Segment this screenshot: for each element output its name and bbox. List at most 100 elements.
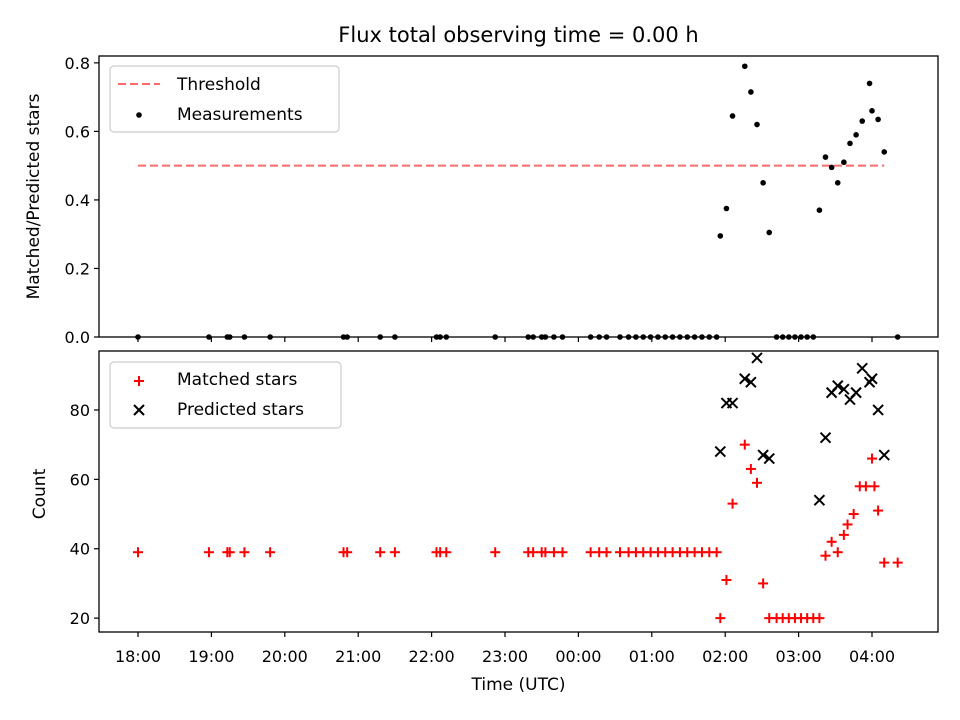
matched-star-point: [342, 547, 353, 558]
predicted-star-point: [813, 494, 826, 506]
measurement-point: [847, 140, 853, 147]
measurement-point: [828, 164, 835, 171]
matched-star-point: [389, 547, 400, 558]
bottom-legend: Matched stars Predicted stars: [109, 361, 342, 429]
matched-star-point: [441, 547, 452, 558]
matched-star-point: [873, 505, 884, 516]
predicted-star-point: [838, 383, 850, 395]
predicted-star-point: [714, 445, 727, 458]
predicted-star-point: [856, 362, 868, 375]
legend-predicted-swatch: [133, 404, 145, 416]
legend-measurements-swatch: [136, 112, 142, 118]
x-tick-label: 01:00: [629, 647, 675, 666]
top-y-axis-label: Matched/Predicted stars: [24, 93, 44, 299]
x-tick-label: 20:00: [262, 647, 308, 666]
predicted-star-point: [726, 397, 739, 409]
x-tick-label: 18:00: [115, 647, 161, 666]
top-axes-frame: [98, 55, 939, 338]
predicted-star-point: [751, 352, 763, 364]
predicted-star-point: [866, 373, 878, 385]
top-legend-box: [109, 65, 340, 133]
measurement-point: [760, 179, 766, 186]
bottom-y-ticks: 20 40 60 80: [70, 401, 99, 628]
matched-star-point: [867, 453, 877, 464]
measurement-point: [841, 159, 847, 166]
measurement-point: [717, 233, 724, 239]
predicted-star-point: [819, 432, 832, 444]
matched-star-point: [892, 557, 903, 568]
matched-star-point: [715, 613, 726, 624]
top-y-tick-label: 0.8: [65, 54, 90, 73]
measurement-point: [723, 205, 730, 212]
matched-star-point: [375, 547, 386, 558]
measurement-point: [729, 113, 736, 119]
x-tick-label: 02:00: [702, 647, 748, 666]
matched-star-point: [265, 547, 276, 558]
matched-star-point: [601, 547, 612, 558]
legend-predicted-label: Predicted stars: [177, 400, 304, 420]
top-legend: Threshold Measurements: [109, 65, 340, 133]
matched-star-point: [814, 613, 825, 624]
x-tick-label: 04:00: [849, 647, 895, 666]
bottom-legend-box: [109, 361, 342, 429]
matched-star-point: [711, 547, 722, 558]
matched-star-point: [557, 547, 568, 558]
predicted-star-point: [872, 404, 884, 416]
matched-star-point: [860, 481, 871, 492]
measurement-point: [859, 118, 866, 124]
measurement-point: [766, 229, 773, 236]
matched-star-point: [820, 550, 831, 561]
matched-star-point: [239, 547, 250, 558]
bottom-axes-frame: [98, 350, 939, 633]
bottom-y-tick-label: 40: [70, 540, 90, 559]
matched-star-point: [540, 547, 551, 558]
predicted-star-point: [745, 376, 757, 388]
bottom-y-tick-label: 80: [70, 401, 90, 420]
x-tick-label: 23:00: [482, 647, 528, 666]
top-y-tick-label: 0.2: [65, 259, 90, 278]
top-y-tick-label: 0.4: [65, 191, 90, 210]
predicted-star-point: [850, 386, 862, 399]
measurement-point: [822, 154, 829, 160]
matched-star-point: [826, 536, 837, 547]
measurement-point: [741, 63, 748, 70]
top-y-ticks: 0.0 0.2 0.4 0.6 0.8: [65, 54, 99, 347]
x-tick-label: 19:00: [188, 647, 234, 666]
bottom-panel: 20 40 60 80 18:00 19:00 20:00 21:00 22:00 23:00 0…: [30, 350, 939, 695]
top-y-tick-label: 0.0: [65, 328, 90, 347]
matched-star-point: [848, 509, 859, 520]
matched-star-point: [727, 498, 738, 509]
legend-matched-label: Matched stars: [177, 370, 297, 390]
legend-matched-swatch: [134, 376, 144, 386]
matched-star-point: [490, 547, 501, 558]
measurement-point: [754, 121, 760, 128]
matched-star-point: [745, 463, 756, 474]
bottom-x-ticks: 18:00 19:00 20:00 21:00 22:00 23:00 00:00 01:00…: [115, 632, 895, 666]
bottom-y-tick-label: 20: [70, 609, 90, 628]
matched-star-point: [721, 574, 732, 585]
legend-measurements-label: Measurements: [177, 105, 303, 125]
matched-star-point: [838, 529, 849, 540]
predicted-star-point: [757, 449, 769, 461]
measurement-point: [834, 179, 841, 186]
matched-star-point: [879, 557, 890, 568]
measurement-point: [816, 207, 823, 214]
bottom-y-axis-label: Count: [30, 468, 50, 519]
top-y-tick-label: 0.6: [65, 122, 90, 141]
matched-star-point: [752, 477, 763, 488]
measurement-point: [748, 89, 754, 95]
matched-star-point: [585, 547, 596, 558]
x-tick-label: 00:00: [555, 647, 601, 666]
bottom-y-tick-label: 60: [70, 470, 90, 489]
matched-star-point: [832, 547, 843, 558]
matched-star-point: [614, 547, 625, 558]
measurement-point: [869, 108, 875, 114]
matched-star-point: [203, 547, 214, 558]
predicted-star-point: [832, 379, 844, 392]
measurement-point: [881, 149, 888, 155]
matched-star-point: [842, 519, 853, 530]
bottom-plot-marks: [133, 352, 903, 624]
measurement-point: [866, 80, 873, 87]
matched-star-point: [758, 578, 769, 589]
